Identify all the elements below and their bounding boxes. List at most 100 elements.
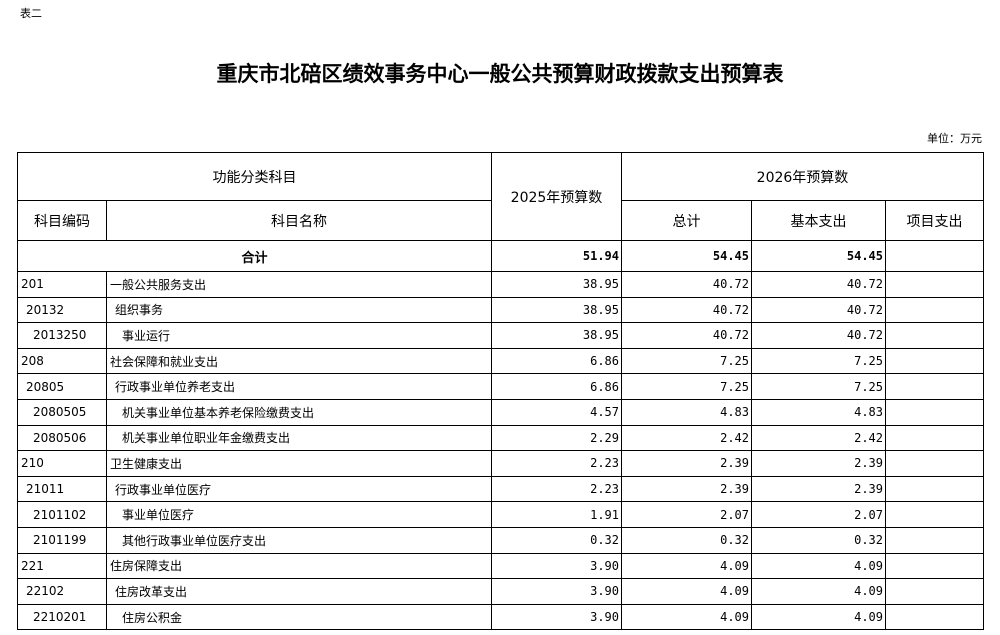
table-row: 2080505 机关事业单位基本养老保险缴费支出 4.57 4.83 4.83	[17, 398, 984, 426]
row-code: 22102	[17, 578, 107, 605]
row-total: 2.42	[621, 424, 752, 452]
row-total: 4.09	[621, 578, 752, 605]
table-row: 221 住房保障支出 3.90 4.09 4.09	[17, 552, 984, 580]
total-row: 合计 51.94 54.45 54.45	[17, 240, 984, 272]
row-2025: 3.90	[491, 578, 622, 605]
table-row: 2013250 事业运行 38.95 40.72 40.72	[17, 322, 984, 349]
row-basic: 40.72	[751, 296, 886, 324]
row-code: 210	[17, 450, 107, 477]
total-label: 合计	[17, 240, 492, 272]
row-project	[885, 450, 984, 477]
row-basic: 2.39	[751, 450, 886, 477]
row-basic: 4.09	[751, 603, 886, 631]
row-project	[885, 322, 984, 349]
row-name: 其他行政事业单位医疗支出	[106, 526, 492, 554]
header-func: 功能分类科目	[17, 152, 492, 201]
header-code: 科目编码	[17, 200, 107, 241]
row-basic: 2.42	[751, 424, 886, 452]
table-row: 2210201 住房公积金 3.90 4.09 4.09	[17, 603, 984, 631]
table-row: 2080506 机关事业单位职业年金缴费支出 2.29 2.42 2.42	[17, 424, 984, 452]
table-row: 210 卫生健康支出 2.23 2.39 2.39	[17, 450, 984, 477]
row-name: 住房保障支出	[106, 552, 492, 580]
row-name: 住房公积金	[106, 603, 492, 631]
row-code: 221	[17, 552, 107, 580]
row-code: 20132	[17, 296, 107, 324]
row-basic: 7.25	[751, 347, 886, 375]
row-project	[885, 526, 984, 554]
row-project	[885, 475, 984, 503]
row-project	[885, 373, 984, 400]
row-name: 组织事务	[106, 296, 492, 324]
row-name: 事业运行	[106, 322, 492, 349]
row-code: 2210201	[17, 603, 107, 631]
row-total: 7.25	[621, 373, 752, 400]
row-basic: 40.72	[751, 322, 886, 349]
total-total: 54.45	[621, 240, 752, 272]
row-name: 行政事业单位医疗	[106, 475, 492, 503]
header-basic: 基本支出	[751, 200, 886, 241]
row-2025: 3.90	[491, 552, 622, 580]
row-2025: 38.95	[491, 271, 622, 298]
row-project	[885, 603, 984, 631]
total-project	[885, 240, 984, 272]
row-2025: 4.57	[491, 398, 622, 426]
row-2025: 38.95	[491, 322, 622, 349]
row-name: 机关事业单位基本养老保险缴费支出	[106, 398, 492, 426]
row-basic: 4.83	[751, 398, 886, 426]
row-code: 208	[17, 347, 107, 375]
table-row: 2101102 事业单位医疗 1.91 2.07 2.07	[17, 501, 984, 528]
row-2025: 38.95	[491, 296, 622, 324]
header-project: 项目支出	[885, 200, 984, 241]
row-total: 0.32	[621, 526, 752, 554]
row-2025: 6.86	[491, 347, 622, 375]
row-name: 住房改革支出	[106, 578, 492, 605]
row-name: 社会保障和就业支出	[106, 347, 492, 375]
table-row: 20805 行政事业单位养老支出 6.86 7.25 7.25	[17, 373, 984, 400]
row-project	[885, 271, 984, 298]
doc-label: 表二	[20, 7, 42, 20]
row-total: 4.83	[621, 398, 752, 426]
table-row: 208 社会保障和就业支出 6.86 7.25 7.25	[17, 347, 984, 375]
row-total: 40.72	[621, 296, 752, 324]
row-total: 7.25	[621, 347, 752, 375]
table-row: 21011 行政事业单位医疗 2.23 2.39 2.39	[17, 475, 984, 503]
row-project	[885, 578, 984, 605]
row-code: 2101102	[17, 501, 107, 528]
total-2025: 51.94	[491, 240, 622, 272]
row-total: 2.07	[621, 501, 752, 528]
row-name: 机关事业单位职业年金缴费支出	[106, 424, 492, 452]
row-basic: 7.25	[751, 373, 886, 400]
table-row: 20132 组织事务 38.95 40.72 40.72	[17, 296, 984, 324]
row-total: 4.09	[621, 603, 752, 631]
row-2025: 0.32	[491, 526, 622, 554]
row-2025: 3.90	[491, 603, 622, 631]
header-total: 总计	[621, 200, 752, 241]
row-code: 2013250	[17, 322, 107, 349]
budget-table: 功能分类科目 2025年预算数 2026年预算数 科目编码 科目名称 总计 基本…	[17, 152, 984, 631]
row-name: 行政事业单位养老支出	[106, 373, 492, 400]
row-2025: 6.86	[491, 373, 622, 400]
row-total: 2.39	[621, 475, 752, 503]
row-code: 201	[17, 271, 107, 298]
row-name: 一般公共服务支出	[106, 271, 492, 298]
row-project	[885, 296, 984, 324]
page-title: 重庆市北碚区绩效事务中心一般公共预算财政拨款支出预算表	[216, 61, 784, 86]
row-basic: 4.09	[751, 552, 886, 580]
header-2025: 2025年预算数	[491, 152, 622, 241]
unit-label: 单位：万元	[927, 132, 982, 145]
row-basic: 4.09	[751, 578, 886, 605]
row-project	[885, 552, 984, 580]
row-total: 40.72	[621, 322, 752, 349]
row-project	[885, 398, 984, 426]
row-total: 40.72	[621, 271, 752, 298]
row-2025: 2.29	[491, 424, 622, 452]
row-code: 21011	[17, 475, 107, 503]
row-project	[885, 424, 984, 452]
header-name: 科目名称	[106, 200, 492, 241]
row-code: 2080505	[17, 398, 107, 426]
header-2026: 2026年预算数	[621, 152, 984, 201]
table-row: 201 一般公共服务支出 38.95 40.72 40.72	[17, 271, 984, 298]
row-basic: 40.72	[751, 271, 886, 298]
row-code: 2101199	[17, 526, 107, 554]
row-project	[885, 347, 984, 375]
